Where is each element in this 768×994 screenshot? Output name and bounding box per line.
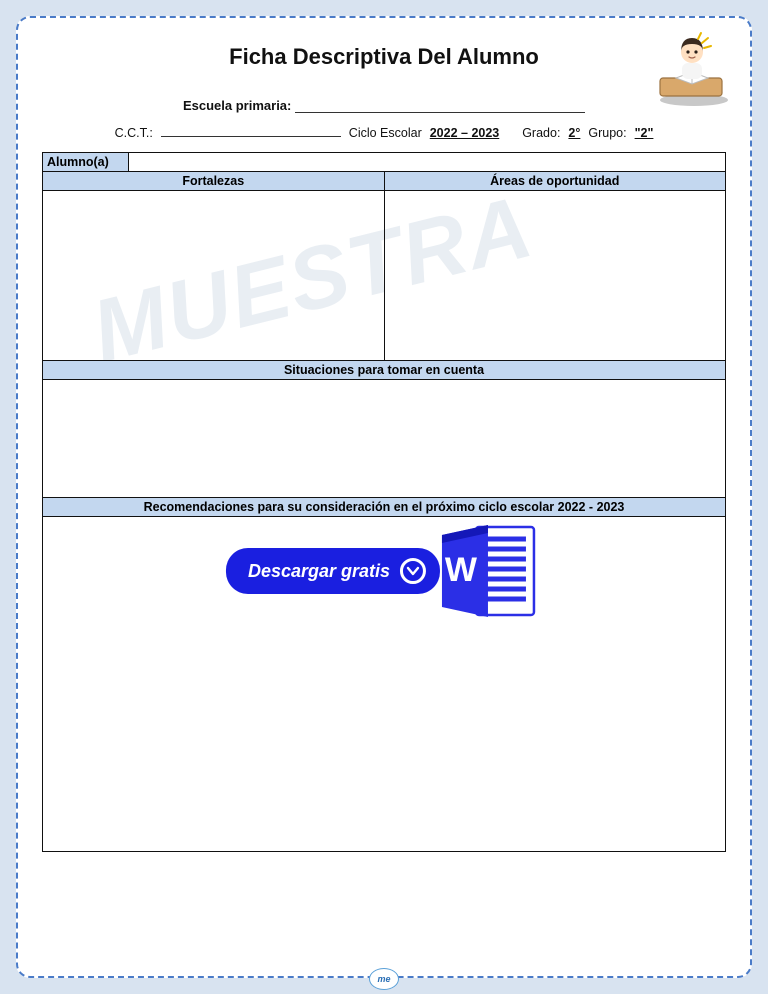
meta-block: Escuela primaria: C.C.T.: Ciclo Escolar … bbox=[42, 98, 726, 140]
fortalezas-header: Fortalezas bbox=[43, 172, 385, 190]
recomendaciones-body[interactable]: Descargar gratis bbox=[43, 517, 725, 851]
situaciones-input[interactable] bbox=[43, 380, 725, 498]
footer-logo: me bbox=[369, 968, 399, 990]
form-table: Alumno(a) Fortalezas Áreas de oportunida… bbox=[42, 152, 726, 852]
cycle-value: 2022 – 2023 bbox=[430, 126, 500, 140]
fortalezas-input[interactable] bbox=[43, 191, 385, 360]
page-title: Ficha Descriptiva Del Alumno bbox=[229, 44, 539, 70]
ms-word-icon: W bbox=[434, 521, 542, 621]
page-frame: MUESTRA Ficha Descriptiva Del Alumno bbox=[16, 16, 752, 978]
header: Ficha Descriptiva Del Alumno bbox=[42, 36, 726, 70]
chevron-down-circle-icon bbox=[400, 558, 426, 584]
row-strengths-body bbox=[43, 191, 725, 361]
cct-input-line[interactable] bbox=[161, 123, 341, 137]
school-label: Escuela primaria: bbox=[183, 98, 291, 113]
alumno-label: Alumno(a) bbox=[43, 153, 129, 171]
meta-line-details: C.C.T.: Ciclo Escolar 2022 – 2023 Grado:… bbox=[42, 123, 726, 140]
row-strengths-header: Fortalezas Áreas de oportunidad bbox=[43, 172, 725, 191]
cct-label: C.C.T.: bbox=[115, 126, 153, 140]
recomendaciones-header: Recomendaciones para su consideración en… bbox=[43, 498, 725, 517]
areas-header: Áreas de oportunidad bbox=[385, 172, 726, 190]
row-alumno: Alumno(a) bbox=[43, 153, 725, 172]
download-overlay: Descargar gratis bbox=[226, 521, 542, 621]
download-button[interactable]: Descargar gratis bbox=[226, 548, 440, 594]
alumno-input[interactable] bbox=[129, 153, 725, 171]
meta-line-school: Escuela primaria: bbox=[42, 98, 726, 113]
school-input-line[interactable] bbox=[295, 99, 585, 113]
areas-input[interactable] bbox=[385, 191, 726, 360]
grade-label: Grado: bbox=[522, 126, 560, 140]
student-at-desk-icon bbox=[648, 30, 732, 108]
svg-text:W: W bbox=[445, 551, 478, 589]
cycle-label: Ciclo Escolar bbox=[349, 126, 422, 140]
grade-value: 2° bbox=[568, 126, 580, 140]
download-label: Descargar gratis bbox=[248, 561, 390, 582]
situaciones-header: Situaciones para tomar en cuenta bbox=[43, 361, 725, 380]
group-value: "2" bbox=[635, 126, 654, 140]
group-label: Grupo: bbox=[588, 126, 626, 140]
